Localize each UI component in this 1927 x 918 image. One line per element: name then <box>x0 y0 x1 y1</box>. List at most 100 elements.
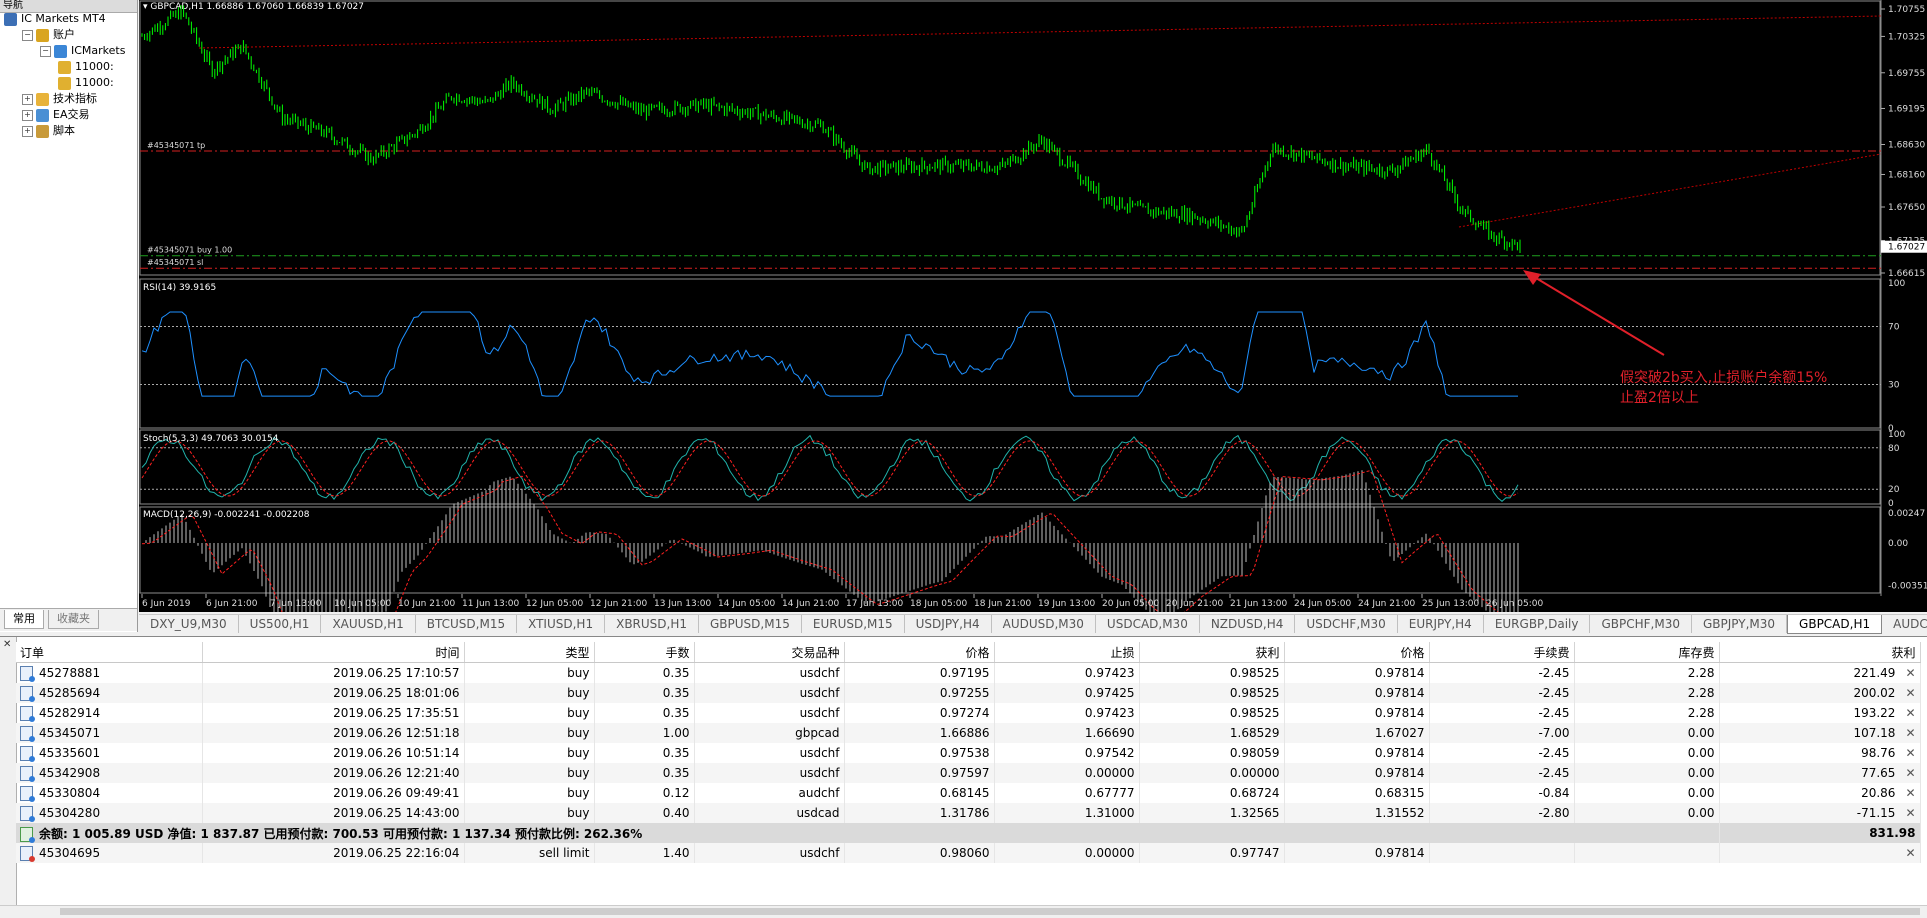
order-price: 0.97274 <box>844 703 995 723</box>
column-header[interactable]: 获利 <box>1719 642 1921 663</box>
order-row[interactable]: 45345071 2019.06.26 12:51:18 buy 1.00 gbpcad… <box>16 723 1921 743</box>
expand-toggle-icon[interactable]: + <box>22 109 33 121</box>
order-id: 45330804 <box>39 785 101 800</box>
symbol-tab[interactable]: GBPJPY,M30 <box>1692 615 1788 633</box>
navigator-panel: 导航 IC Markets MT4− 账户 − ICMarkets 11000: 1100… <box>0 0 138 632</box>
total-profit: 831.98 <box>1719 823 1921 843</box>
order-row[interactable]: 45330804 2019.06.26 09:49:41 buy 0.12 audchf… <box>16 783 1921 803</box>
column-header[interactable]: 手数 <box>594 642 695 663</box>
nav-item-3[interactable]: 11000: <box>58 59 114 75</box>
expand-toggle-icon[interactable]: − <box>22 29 33 41</box>
expand-toggle-icon[interactable]: + <box>22 125 33 137</box>
symbol-tab[interactable]: DXY_U9,M30 <box>139 615 239 633</box>
order-comm <box>1429 843 1575 863</box>
column-header[interactable]: 交易品种 <box>694 642 845 663</box>
order-row[interactable]: 45278881 2019.06.25 17:10:57 buy 0.35 usdchf… <box>16 662 1921 683</box>
expand-toggle-icon[interactable]: − <box>40 45 51 57</box>
market-order-icon <box>20 685 35 702</box>
time-tick-label: 17 Jun 13:00 <box>846 599 903 609</box>
order-symbol: usdchf <box>694 703 845 723</box>
nav-item-4[interactable]: 11000: <box>58 75 114 91</box>
nav-item-1[interactable]: − 账户 <box>22 27 75 43</box>
close-order-icon[interactable]: ✕ <box>1905 746 1916 760</box>
accounts-icon <box>36 28 49 42</box>
symbol-tab[interactable]: EURJPY,H4 <box>1398 615 1484 633</box>
column-header[interactable]: 价格 <box>844 642 995 663</box>
chart-canvas[interactable]: 1.70755 1.70325 1.69755 1.69195 1.68630 1.681… <box>139 0 1927 612</box>
symbol-tab[interactable]: AUDUSD,M30 <box>992 615 1096 633</box>
close-order-icon[interactable]: ✕ <box>1905 706 1916 720</box>
scrollbar-thumb[interactable] <box>60 908 1920 915</box>
order-row[interactable]: 45304280 2019.06.25 14:43:00 buy 0.40 usdcad… <box>16 803 1921 823</box>
order-row[interactable]: 45342908 2019.06.26 12:21:40 buy 0.35 usdchf… <box>16 763 1921 783</box>
time-tick-label: 12 Jun 21:00 <box>590 599 647 609</box>
order-row[interactable]: 45335601 2019.06.26 10:51:14 buy 0.35 usdchf… <box>16 743 1921 763</box>
symbol-tab[interactable]: USDCHF,M30 <box>1295 615 1398 633</box>
order-lots: 0.35 <box>594 683 695 703</box>
symbol-tab[interactable]: EURGBP,Daily <box>1484 615 1591 633</box>
stoch-label: Stoch(5,3,3) 49.7063 30.0154 <box>143 434 279 444</box>
order-cur: 0.97814 <box>1284 662 1430 683</box>
terminal-close-icon[interactable]: ✕ <box>3 639 12 650</box>
column-header[interactable]: 获利 <box>1139 642 1285 663</box>
terminal-horizontal-scrollbar[interactable] <box>0 905 1927 918</box>
symbol-tab[interactable]: GBPCHF,M30 <box>1590 615 1692 633</box>
rsi-level-label: 0 <box>1888 424 1894 434</box>
pending-order-row[interactable]: 45304695 2019.06.25 22:16:04 sell limit 1.4… <box>16 843 1921 863</box>
symbol-tab[interactable]: GBPUSD,M15 <box>699 615 802 633</box>
orders-table: 订单 时间 类型 手数 交易品种 价格 止损 获利 价格 手续费 库存费 获利 45278881 201… <box>16 642 1921 863</box>
expand-toggle-icon[interactable]: + <box>22 93 33 105</box>
price-tick-label: 1.68630 <box>1888 141 1925 151</box>
close-order-icon[interactable]: ✕ <box>1905 786 1916 800</box>
nav-item-6[interactable]: + EA交易 <box>22 107 89 123</box>
close-order-icon[interactable]: ✕ <box>1905 726 1916 740</box>
column-header[interactable]: 手续费 <box>1429 642 1575 663</box>
delete-order-icon[interactable]: ✕ <box>1905 846 1916 860</box>
nav-item-5[interactable]: + 技术指标 <box>22 91 97 107</box>
order-profit: 98.76 ✕ <box>1719 743 1921 763</box>
time-tick-label: 10 Jun 05:00 <box>334 599 391 609</box>
symbol-tab[interactable]: AUDC <box>1882 615 1927 633</box>
close-order-icon[interactable]: ✕ <box>1905 686 1916 700</box>
symbol-tab[interactable]: XTIUSD,H1 <box>517 615 606 633</box>
order-row[interactable]: 45285694 2019.06.25 18:01:06 buy 0.35 usdchf… <box>16 683 1921 703</box>
tab-common[interactable]: 常用 <box>4 610 44 629</box>
order-type: buy <box>464 662 595 683</box>
trendline-lower <box>1458 153 1882 228</box>
symbol-tab[interactable]: GBPCAD,H1 <box>1787 615 1883 634</box>
symbol-tab[interactable]: US500,H1 <box>239 615 322 633</box>
server-icon <box>54 44 67 58</box>
column-header[interactable]: 类型 <box>464 642 595 663</box>
order-row[interactable]: 45282914 2019.06.25 17:35:51 buy 0.35 usdchf… <box>16 703 1921 723</box>
symbol-tab[interactable]: XAUUSD,H1 <box>321 615 416 633</box>
chart-panel-frame <box>139 429 1881 505</box>
symbol-tab[interactable]: USDJPY,H4 <box>905 615 992 633</box>
symbol-tab[interactable]: USDCAD,M30 <box>1096 615 1200 633</box>
close-order-icon[interactable]: ✕ <box>1905 806 1916 820</box>
order-sl: 0.00000 <box>994 763 1140 783</box>
close-order-icon[interactable]: ✕ <box>1905 766 1916 780</box>
account-summary-row: 余额: 1 005.89 USD 净值: 1 837.87 已用预付款: 700… <box>16 823 1921 843</box>
symbol-tab[interactable]: EURUSD,M15 <box>802 615 905 633</box>
column-header[interactable]: 时间 <box>202 642 465 663</box>
nav-item-label: 11000: <box>75 60 114 73</box>
nav-item-7[interactable]: + 脚本 <box>22 123 75 139</box>
close-order-icon[interactable]: ✕ <box>1905 666 1916 680</box>
symbol-tab[interactable]: XBRUSD,H1 <box>605 615 699 633</box>
column-header[interactable]: 价格 <box>1284 642 1430 663</box>
tab-favorites[interactable]: 收藏夹 <box>48 610 99 629</box>
nav-item-0[interactable]: IC Markets MT4 <box>4 11 106 27</box>
order-symbol: usdchf <box>694 683 845 703</box>
symbol-tab[interactable]: BTCUSD,M15 <box>416 615 518 633</box>
time-tick-label: 11 Jun 13:00 <box>462 599 519 609</box>
nav-item-2[interactable]: − ICMarkets <box>40 43 125 59</box>
symbol-tab[interactable]: NZDUSD,H4 <box>1200 615 1296 633</box>
order-tp: 0.98525 <box>1139 703 1285 723</box>
column-header[interactable]: 库存费 <box>1574 642 1720 663</box>
column-header[interactable]: 订单 <box>16 642 203 663</box>
time-tick-label: 19 Jun 13:00 <box>1038 599 1095 609</box>
chart-window[interactable]: 1.70755 1.70325 1.69755 1.69195 1.68630 1.681… <box>139 0 1927 612</box>
column-header[interactable]: 止损 <box>994 642 1140 663</box>
order-comm: -2.45 <box>1429 763 1575 783</box>
chart-panel-frame <box>139 506 1881 594</box>
